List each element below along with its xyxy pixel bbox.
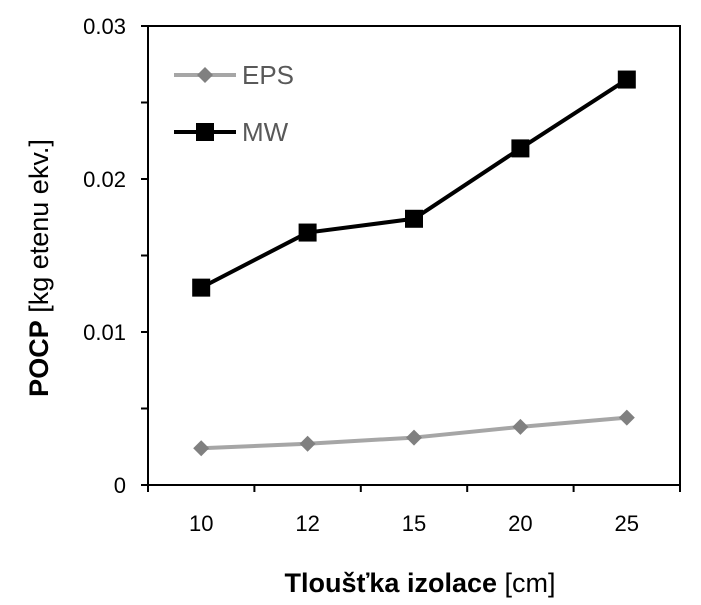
y-axis-title-bold: POCP xyxy=(24,320,54,397)
eps-point xyxy=(406,429,422,446)
x-tick-label: 10 xyxy=(189,511,213,536)
x-axis-title-unit: [cm] xyxy=(497,568,556,598)
y-tick-label: 0.01 xyxy=(83,320,126,345)
x-axis-title: Tloušťka izolace [cm] xyxy=(284,568,555,598)
x-tick-label: 15 xyxy=(402,511,426,536)
eps-point xyxy=(193,440,210,457)
y-axis: 0 0.01 0.02 0.03 xyxy=(83,14,148,498)
x-tick-label: 12 xyxy=(295,511,319,536)
mw-legend-label: MW xyxy=(242,117,289,147)
y-tick-label: 0.02 xyxy=(83,167,126,192)
x-axis: 10 12 15 20 25 xyxy=(147,485,681,536)
series-layer xyxy=(192,70,636,457)
eps-point xyxy=(299,435,316,452)
eps-legend-label: EPS xyxy=(242,60,294,90)
x-tick-label: 20 xyxy=(508,511,532,536)
y-axis-title-unit: [kg etenu ekv.] xyxy=(24,139,54,320)
eps-point xyxy=(512,418,529,435)
eps-series xyxy=(193,409,635,457)
mw-point xyxy=(617,70,636,89)
eps-point xyxy=(618,409,635,426)
mw-legend-marker xyxy=(196,123,214,141)
eps-legend-marker xyxy=(197,67,213,83)
mw-series xyxy=(192,70,636,297)
x-tick-label: 25 xyxy=(615,511,639,536)
y-axis-title: POCP [kg etenu ekv.] xyxy=(24,139,54,397)
y-tick-label: 0 xyxy=(114,473,126,498)
x-axis-title-bold: Tloušťka izolace xyxy=(284,568,497,598)
mw-point xyxy=(511,139,530,158)
y-tick-label: 0.03 xyxy=(83,14,126,39)
mw-point xyxy=(298,223,317,242)
mw-point xyxy=(405,209,423,228)
mw-point xyxy=(192,278,211,297)
legend: EPS MW xyxy=(174,60,294,147)
